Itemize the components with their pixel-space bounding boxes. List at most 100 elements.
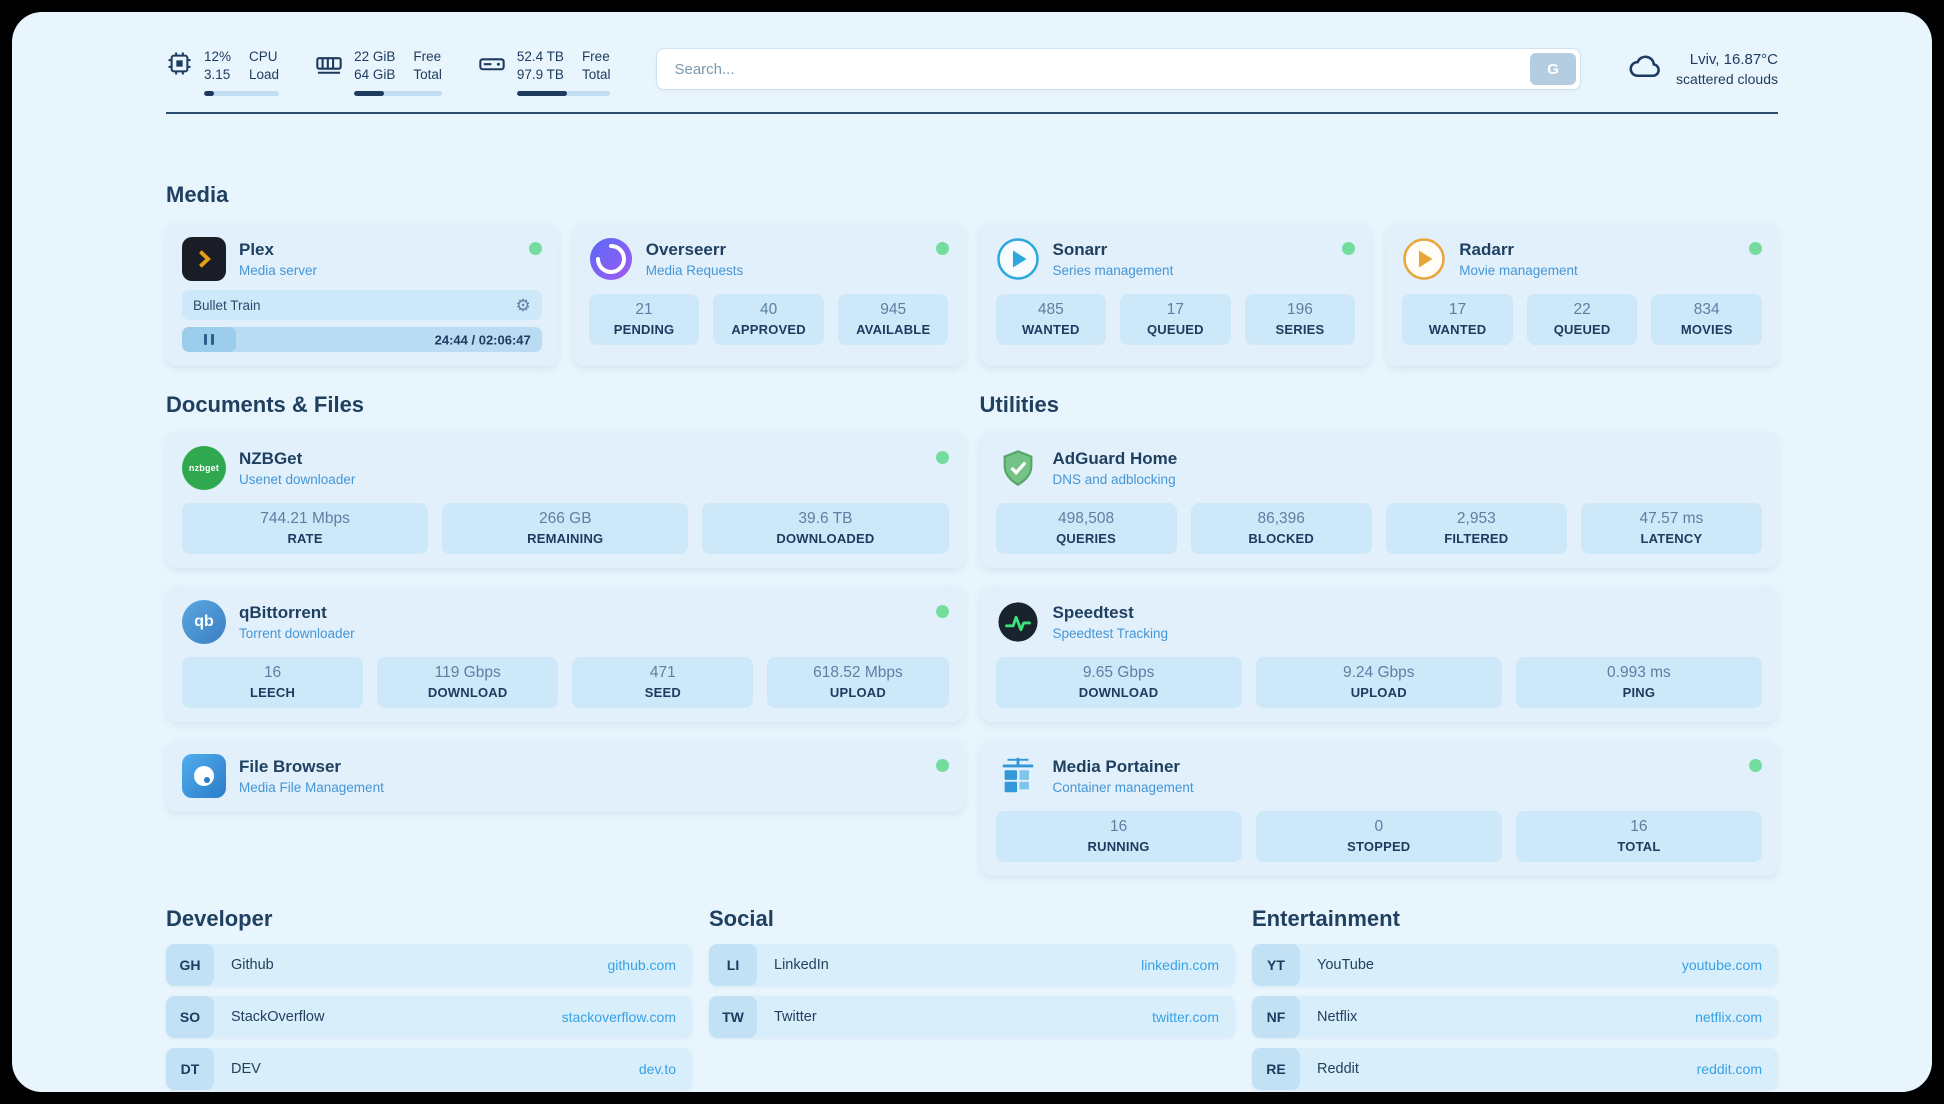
status-dot [1749,242,1762,256]
service-subtitle: Container management [1052,780,1194,796]
service-card-overseerr[interactable]: Overseerr Media Requests 21 PENDING 40 A… [572,223,965,367]
dashboard-frame: 12% 3.15 CPU Load [12,12,1932,1092]
header-divider [166,112,1778,115]
documents-section-title: Documents & Files [166,392,365,418]
stat-tile: 0.993 ms PING [1515,657,1763,709]
plex-icon [182,237,226,282]
link-abbr: NF [1252,996,1300,1039]
link-linkedin[interactable]: LI LinkedIn linkedin.com [709,944,1235,987]
section-entertainment: Entertainment YT YouTube youtube.com NF … [1252,906,1778,1091]
link-abbr: LI [709,944,757,987]
status-dot [935,759,949,773]
section-utilities: Utilities AdGuard Home DNS and adblocki [979,392,1778,877]
service-name: Media Portainer [1052,757,1181,777]
service-name: Sonarr [1052,240,1108,260]
social-section-title: Social [709,906,774,932]
cpu-icon [166,50,193,77]
link-abbr: SO [166,996,214,1039]
link-url: twitter.com [1152,1009,1219,1026]
service-card-sonarr[interactable]: Sonarr Series management 485 WANTED 17 Q… [979,223,1372,367]
service-subtitle: Movie management [1459,263,1578,279]
service-name: AdGuard Home [1052,449,1178,469]
top-bar: 12% 3.15 CPU Load [166,12,1778,97]
link-twitter[interactable]: TW Twitter twitter.com [709,996,1235,1039]
service-card-nzbget[interactable]: nzbget NZBGet Usenet downloader 744.21 M… [166,432,965,569]
link-reddit[interactable]: RE Reddit reddit.com [1252,1048,1778,1091]
weather-widget: Lviv, 16.87°C scattered clouds [1627,48,1778,89]
service-subtitle: Speedtest Tracking [1052,626,1169,642]
stat-tile: 40 APPROVED [713,294,824,346]
service-subtitle: Media Requests [645,263,744,279]
section-media: Media Plex Media server [166,182,1778,367]
stat-tile: 22 QUEUED [1526,294,1638,346]
weather-condition: scattered clouds [1676,70,1778,87]
service-subtitle: Media server [239,263,318,279]
status-dot [935,451,949,465]
service-subtitle: DNS and adblocking [1052,472,1176,488]
service-card-adguard[interactable]: AdGuard Home DNS and adblocking 498,508 … [979,432,1778,569]
link-github[interactable]: GH Github github.com [166,944,692,987]
link-name: DEV [231,1061,261,1078]
status-dot [528,242,542,256]
link-dev[interactable]: DT DEV dev.to [166,1048,692,1091]
stat-tile: 16 LEECH [182,657,364,709]
cpu-percent: 12% [204,49,232,64]
pause-icon[interactable] [202,334,216,346]
disk-free-value: 52.4 TB [516,49,564,64]
service-card-plex[interactable]: Plex Media server Bullet Train ⚙ 24:44 [166,223,558,367]
cpu-progress-bar [204,91,280,97]
utilities-section-title: Utilities [979,392,1059,418]
status-dot [935,605,949,619]
link-name: StackOverflow [231,1009,325,1026]
service-name: NZBGet [239,449,303,469]
ram-free-value: 22 GiB [354,49,396,64]
status-dot [1342,242,1356,256]
stat-tile: 16 RUNNING [995,811,1242,863]
stat-tile: 834 MOVIES [1651,294,1762,346]
service-card-speedtest[interactable]: Speedtest Speedtest Tracking 9.65 Gbps D… [979,586,1778,723]
service-subtitle: Torrent downloader [239,626,355,642]
service-card-portainer[interactable]: Media Portainer Container management 16 … [979,740,1778,877]
stat-tile: 21 PENDING [588,294,700,346]
link-netflix[interactable]: NF Netflix netflix.com [1252,996,1778,1039]
stat-tile: 498,508 QUERIES [995,503,1177,555]
service-name: Plex [239,240,274,260]
ram-metric: 22 GiB 64 GiB Free Total [315,48,442,97]
adguard-icon [996,446,1040,490]
radarr-icon [1402,237,1446,281]
overseerr-icon [589,237,633,281]
link-url: reddit.com [1696,1061,1762,1078]
speedtest-icon [996,600,1040,644]
search-engine-button[interactable]: G [1530,53,1577,85]
playback-progress-bar[interactable]: 24:44 / 02:06:47 [182,327,542,353]
service-card-radarr[interactable]: Radarr Movie management 17 WANTED 22 QUE… [1386,223,1778,367]
service-card-qbittorrent[interactable]: qb qBittorrent Torrent downloader 16 LEE… [166,586,965,723]
ram-label-2: Total [413,67,442,83]
link-stackoverflow[interactable]: SO StackOverflow stackoverflow.com [166,996,692,1039]
link-url: github.com [607,957,676,974]
media-section-title: Media [166,182,229,208]
service-card-filebrowser[interactable]: File Browser Media File Management [166,740,965,813]
developer-section-title: Developer [166,906,273,932]
weather-location: Lviv, 16.87°C [1689,50,1778,68]
qbittorrent-icon: qb [182,600,226,645]
stat-tile: 744.21 Mbps RATE [182,503,429,555]
stat-tile: 16 TOTAL [1515,811,1763,863]
stat-tile: 47.57 ms LATENCY [1580,503,1762,555]
link-url: linkedin.com [1141,957,1219,974]
search-input[interactable] [661,60,1531,78]
stat-tile: 471 SEED [572,657,754,709]
service-subtitle: Series management [1052,263,1174,279]
stat-tile: 119 Gbps DOWNLOAD [377,657,559,709]
cloud-icon [1627,48,1663,89]
link-youtube[interactable]: YT YouTube youtube.com [1252,944,1778,987]
stat-tile: 9.65 Gbps DOWNLOAD [995,657,1242,709]
ram-total-value: 64 GiB [354,67,396,83]
section-developer: Developer GH Github github.com SO StackO… [166,906,692,1091]
link-name: YouTube [1317,957,1374,974]
stat-tile: 2,953 FILTERED [1385,503,1567,555]
link-url: netflix.com [1695,1009,1762,1026]
link-url: youtube.com [1681,957,1762,974]
gear-icon[interactable]: ⚙ [515,295,531,315]
stat-tile: 17 QUEUED [1120,294,1231,346]
